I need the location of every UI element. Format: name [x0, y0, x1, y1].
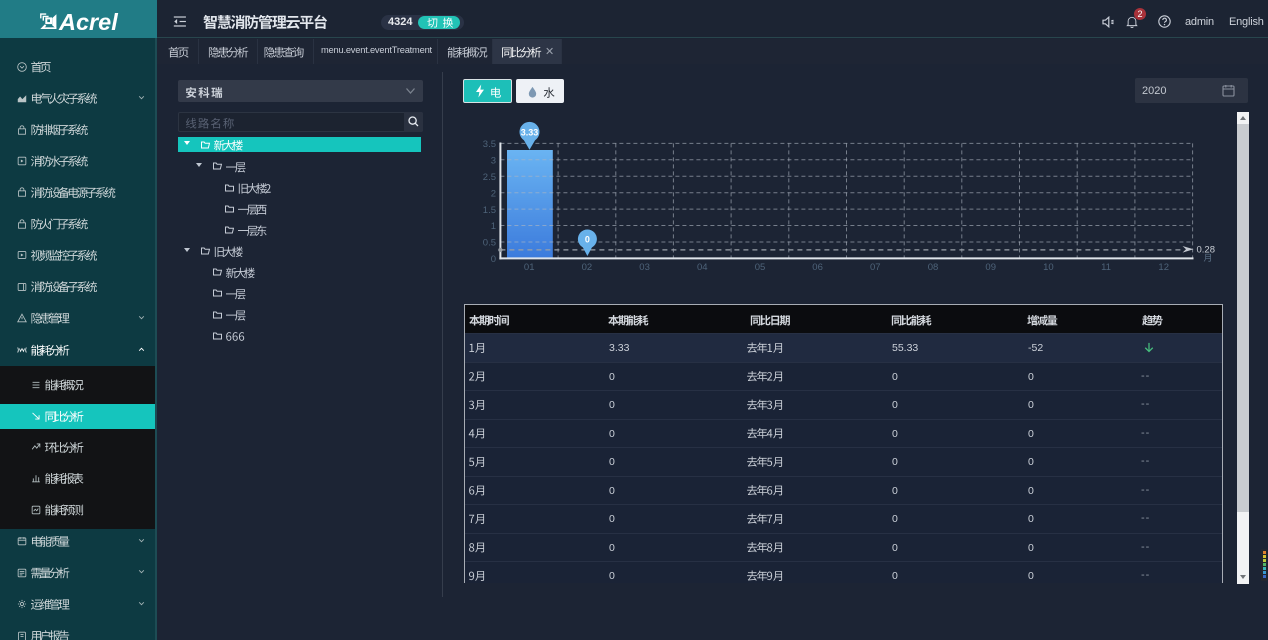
svg-text:09: 09 — [985, 262, 996, 273]
svg-text:3.33: 3.33 — [521, 128, 539, 138]
svg-text:0: 0 — [491, 254, 496, 265]
svg-text:0.5: 0.5 — [483, 238, 496, 249]
svg-text:02: 02 — [582, 262, 593, 273]
svg-text:08: 08 — [928, 262, 939, 273]
svg-text:11: 11 — [1101, 262, 1111, 273]
svg-text:10: 10 — [1043, 262, 1054, 273]
svg-text:05: 05 — [755, 262, 766, 273]
svg-text:3.5: 3.5 — [483, 139, 496, 150]
svg-text:0: 0 — [585, 235, 590, 245]
svg-text:2.5: 2.5 — [483, 172, 496, 183]
svg-text:12: 12 — [1158, 262, 1169, 273]
svg-text:07: 07 — [870, 262, 881, 273]
svg-text:06: 06 — [812, 262, 823, 273]
svg-text:03: 03 — [639, 262, 650, 273]
svg-text:04: 04 — [697, 262, 708, 273]
svg-text:1.5: 1.5 — [483, 205, 496, 216]
svg-text:1: 1 — [491, 221, 496, 232]
svg-text:2: 2 — [491, 188, 496, 199]
svg-text:01: 01 — [524, 262, 535, 273]
svg-text:0.28: 0.28 — [1197, 244, 1216, 255]
svg-text:3: 3 — [491, 156, 496, 167]
